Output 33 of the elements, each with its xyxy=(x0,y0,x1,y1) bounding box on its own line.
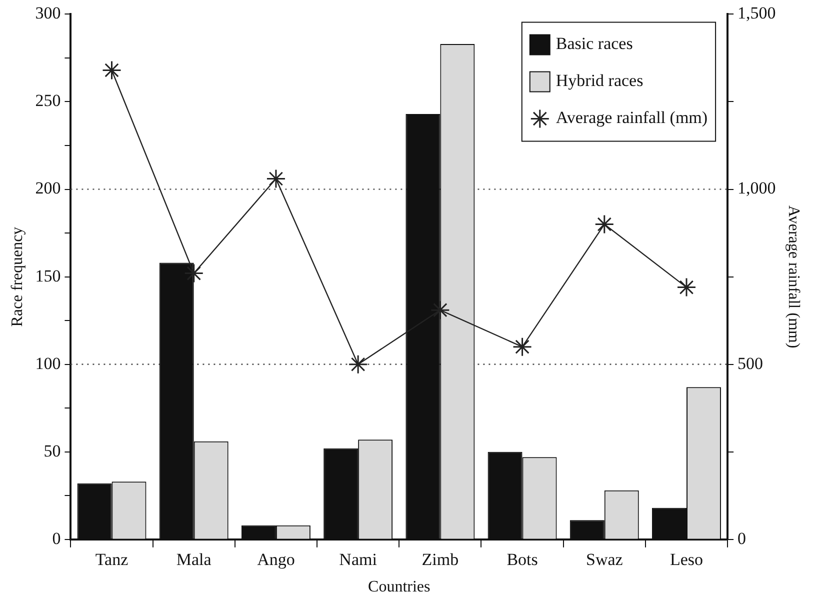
y-tick-label: 250 xyxy=(35,91,61,110)
y-tick-label: 100 xyxy=(35,354,61,373)
x-tick-label: Zimb xyxy=(422,550,459,570)
y-tick-label: 50 xyxy=(44,441,61,460)
point xyxy=(430,300,450,320)
point xyxy=(266,169,286,189)
y-tick-label: 200 xyxy=(35,178,61,198)
legend-label: Basic races xyxy=(556,34,633,54)
point xyxy=(676,278,696,298)
point xyxy=(184,264,204,284)
y-tick-label: 150 xyxy=(35,266,61,286)
x-axis-title: Countries xyxy=(368,578,430,596)
point xyxy=(348,354,368,374)
point xyxy=(594,214,614,234)
x-tick-label: Mala xyxy=(176,550,212,570)
x-tick-label: Bots xyxy=(506,550,538,570)
x-tick-label: Leso xyxy=(670,550,704,570)
y2-axis-title: Average rainfall (mm) xyxy=(785,205,802,348)
y2-tick-label: 0 xyxy=(738,528,746,548)
legend-label: Hybrid races xyxy=(556,71,644,90)
x-tick-label: Ango xyxy=(257,550,295,570)
y2-tick-label: 1,000 xyxy=(738,178,776,198)
y2-tick-label: 1,500 xyxy=(738,4,776,23)
y2-tick-label: 500 xyxy=(738,354,764,373)
legend-label: Average rainfall (mm) xyxy=(556,108,708,128)
x-tick-label: Nami xyxy=(339,550,378,570)
point xyxy=(102,60,122,80)
y-tick-label: 300 xyxy=(35,4,61,23)
x-tick-label: Swaz xyxy=(586,550,624,570)
x-tick-label: Tanz xyxy=(95,550,129,570)
y-axis-title: Race frequency xyxy=(8,226,26,327)
point xyxy=(512,337,532,357)
y-tick-label: 0 xyxy=(52,528,61,548)
